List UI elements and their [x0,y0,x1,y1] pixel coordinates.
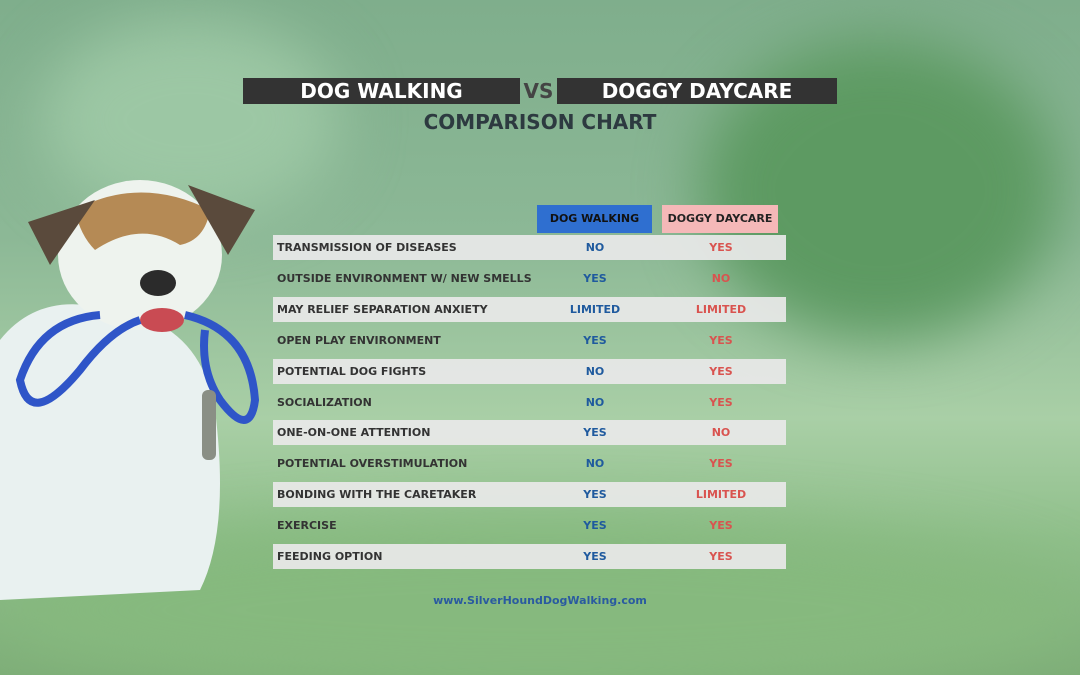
table-row: ONE-ON-ONE ATTENTION YES NO [273,420,786,446]
table-row: OUTSIDE ENVIRONMENT W/ NEW SMELLS YES NO [273,266,786,291]
cell-value: NO [585,395,605,409]
cell-value: YES [583,550,607,563]
cell-value: YES [583,519,607,533]
row-label: MAY RELIEF SEPARATION ANXIETY [277,302,488,316]
table-row: TRANSMISSION OF DISEASES NO YES [273,235,786,260]
header-daycare: DOGGY DAYCARE [662,205,778,233]
cell-value: NO [711,271,731,285]
cell-value: NO [711,426,731,440]
cell-value: YES [709,333,733,347]
table-row: MAY RELIEF SEPARATION ANXIETY LIMITED LIMI… [273,296,786,322]
row-label: EXERCISE [277,519,337,533]
row-label: SOCIALIZATION [277,395,372,409]
cell-value: YES [583,488,607,502]
row-label: TRANSMISSION OF DISEASES [277,241,457,254]
title-left: DOG WALKING [243,78,520,104]
cell-value: LIMITED [695,488,747,502]
cell-value: YES [583,271,607,285]
row-label: POTENTIAL DOG FIGHTS [277,364,427,378]
dog-illustration [0,180,260,600]
cell-value: YES [583,426,607,440]
cell-value: YES [709,364,733,378]
subtitle: COMPARISON CHART [423,110,657,134]
table-row: POTENTIAL DOG FIGHTS NO YES [273,358,786,384]
header-walking: DOG WALKING [537,205,652,233]
row-label: BONDING WITH THE CARETAKER [277,488,477,502]
row-label: FEEDING OPTION [277,550,383,563]
row-label: POTENTIAL OVERSTIMULATION [277,457,468,471]
cell-value: NO [585,364,605,378]
cell-value: YES [709,519,733,533]
cell-value: YES [583,333,607,347]
table-row: FEEDING OPTION YES YES [273,544,786,569]
table-row: POTENTIAL OVERSTIMULATION NO YES [273,451,786,476]
table-row: SOCIALIZATION NO YES [273,390,786,415]
title-vs: VS [523,79,554,103]
cell-value: NO [585,457,605,471]
row-label: OUTSIDE ENVIRONMENT W/ NEW SMELLS [277,271,532,285]
title-right: DOGGY DAYCARE [557,78,837,104]
cell-value: NO [585,241,605,254]
footer-url: www.SilverHoundDogWalking.com [433,594,647,607]
table-row: OPEN PLAY ENVIRONMENT YES YES [273,328,786,353]
cell-value: LIMITED [695,302,747,316]
cell-value: YES [709,550,733,563]
cell-value: LIMITED [569,302,621,316]
cell-value: YES [709,241,733,254]
cell-value: YES [709,395,733,409]
row-label: ONE-ON-ONE ATTENTION [277,426,431,440]
row-label: OPEN PLAY ENVIRONMENT [277,333,441,347]
table-row: EXERCISE YES YES [273,513,786,538]
table-row: BONDING WITH THE CARETAKER YES LIMITED [273,482,786,508]
cell-value: YES [709,457,733,471]
